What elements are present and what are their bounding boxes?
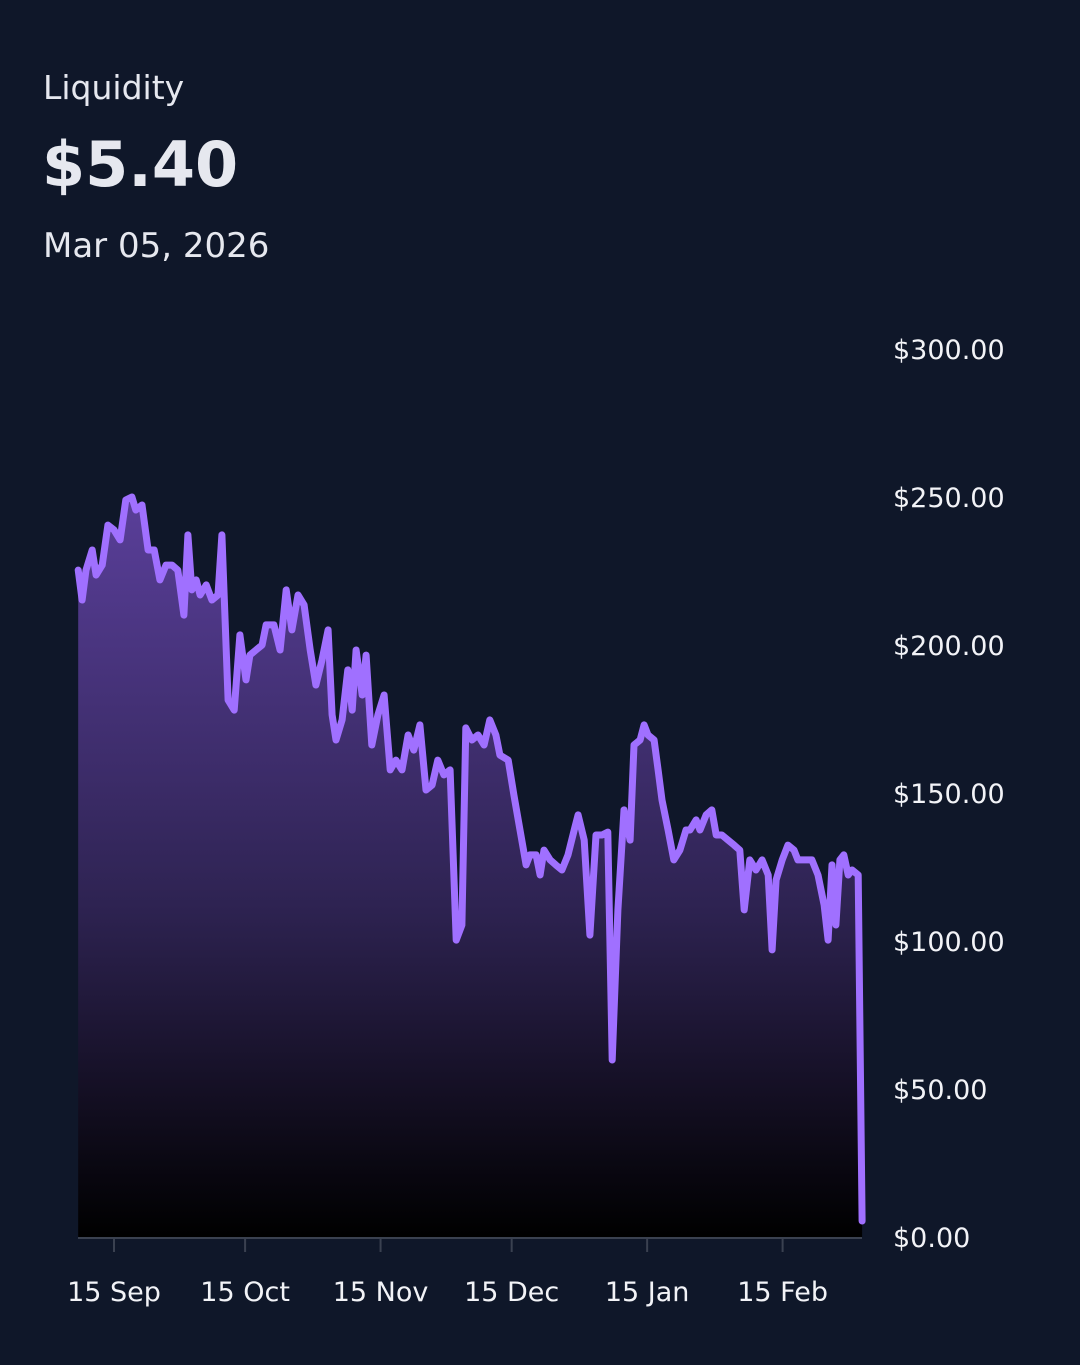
current-value: $5.40	[42, 128, 239, 201]
area-fill	[78, 497, 863, 1237]
y-tick-label: $50.00	[893, 1075, 987, 1106]
x-tick-label: 15 Dec	[464, 1277, 559, 1308]
y-tick-label: $250.00	[893, 483, 1005, 514]
current-date: Mar 05, 2026	[43, 226, 270, 266]
y-tick-label: $300.00	[893, 335, 1005, 366]
x-tick-label: 15 Feb	[737, 1277, 828, 1308]
x-tick-label: 15 Sep	[67, 1277, 161, 1308]
y-tick-label: $0.00	[893, 1223, 970, 1254]
y-tick-label: $150.00	[893, 779, 1005, 810]
x-tick-label: 15 Jan	[605, 1277, 690, 1308]
metric-label: Liquidity	[43, 68, 185, 107]
x-tick-label: 15 Oct	[200, 1277, 290, 1308]
y-tick-label: $100.00	[893, 927, 1005, 958]
y-tick-label: $200.00	[893, 631, 1005, 662]
series-line	[74, 493, 866, 1225]
x-tick-label: 15 Nov	[333, 1277, 429, 1308]
